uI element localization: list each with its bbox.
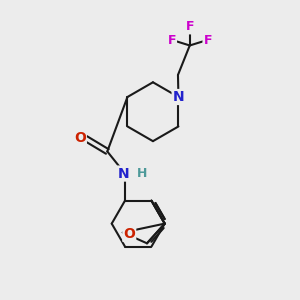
Text: H: H bbox=[136, 167, 147, 180]
Text: F: F bbox=[167, 34, 176, 47]
Text: O: O bbox=[123, 227, 135, 241]
Text: O: O bbox=[74, 130, 86, 145]
Text: N: N bbox=[172, 90, 184, 104]
Text: F: F bbox=[185, 20, 194, 33]
Text: F: F bbox=[203, 34, 212, 47]
Text: N: N bbox=[118, 167, 129, 181]
